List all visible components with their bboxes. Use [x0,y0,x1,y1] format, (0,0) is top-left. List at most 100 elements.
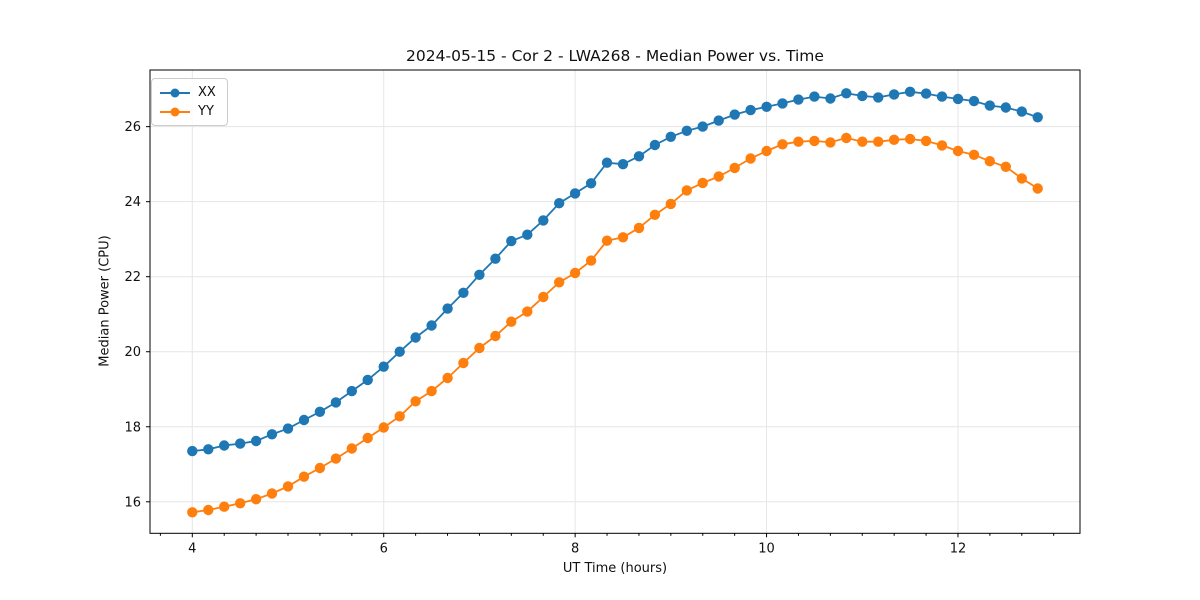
data-point [362,374,373,386]
data-point [522,229,533,240]
data-point [857,136,868,147]
data-point [729,162,740,174]
data-point [713,115,724,126]
data-point [601,157,613,168]
data-point [203,444,214,455]
data-point [729,109,740,120]
data-point [665,198,676,210]
data-point [250,494,262,505]
data-point [585,178,597,189]
data-point [474,342,485,354]
y-tick-label: 24 [124,195,141,210]
data-point [841,132,852,144]
data-point [888,89,900,100]
y-tick-label: 20 [124,345,141,360]
data-point [681,125,692,136]
data-point [490,253,501,264]
data-point [936,91,948,102]
legend-label-xx: XX [198,85,216,100]
data-point [378,361,389,372]
data-point [952,145,964,157]
data-point [873,92,884,103]
data-point [633,151,645,162]
legend-line-sample-xx [160,88,190,97]
x-tick-label: 12 [950,541,967,556]
legend-item-yy: YY [160,105,216,118]
legend-item-xx: XX [160,86,216,99]
series-line [192,90,1039,452]
data-point [936,140,948,151]
data-point [649,139,661,151]
data-point [952,93,964,105]
data-point [569,188,581,199]
legend-line-sample-yy [160,107,190,116]
data-point [857,90,868,102]
data-point [617,159,629,170]
data-point [984,156,995,167]
data-point [330,453,342,464]
data-point [825,93,836,104]
data-point [920,88,932,99]
x-tick-label: 10 [758,541,775,556]
data-point [538,215,549,226]
series-yy [187,132,1043,518]
data-point [1016,173,1027,184]
data-point [697,177,708,189]
data-point [873,136,884,147]
data-point [394,411,405,422]
data-point [601,235,613,246]
data-point [426,320,437,331]
data-point [282,481,294,492]
data-point [569,267,581,279]
data-point [554,198,565,209]
data-point [314,406,326,417]
data-point [426,385,437,397]
data-point [378,422,389,433]
data-point [777,139,788,150]
tick-labels: 4 6 8 10 12 16 18 20 22 24 26 [124,120,966,556]
data-point [506,316,517,327]
data-point [187,445,198,457]
legend: XX YY [151,78,228,126]
legend-label-yy: YY [198,104,214,119]
data-point [187,507,198,518]
data-point [298,414,310,426]
data-point [235,438,246,449]
data-point [904,86,916,98]
data-point [904,133,916,145]
data-point [1016,106,1027,117]
x-tick-label: 6 [380,541,388,556]
data-point [219,501,230,512]
data-point [585,255,597,266]
legend-marker-icon [170,107,180,116]
data-point [745,104,756,116]
data-point [968,149,980,160]
y-axis-label: Median Power (CPU) [97,235,113,367]
data-point [235,498,246,509]
data-point [203,504,214,516]
data-point [920,135,932,147]
data-point [410,332,421,343]
data-point [1000,102,1011,113]
y-tick-label: 22 [124,270,141,285]
data-point [809,91,820,102]
data-point [777,98,788,109]
data-point [1032,112,1043,123]
data-point [633,222,645,234]
data-point [282,423,294,434]
y-tick-label: 16 [124,495,141,510]
data-point [474,269,485,280]
data-point [761,145,772,157]
data-point [825,137,836,148]
data-point [442,372,453,384]
data-point [522,306,533,317]
data-point [298,471,310,482]
data-point [410,396,421,407]
data-point [617,232,629,243]
data-point [458,357,469,369]
data-point [506,235,517,247]
y-tick-label: 26 [124,120,141,135]
chart-title: 2024-05-15 - Cor 2 - LWA268 - Median Pow… [406,47,824,65]
